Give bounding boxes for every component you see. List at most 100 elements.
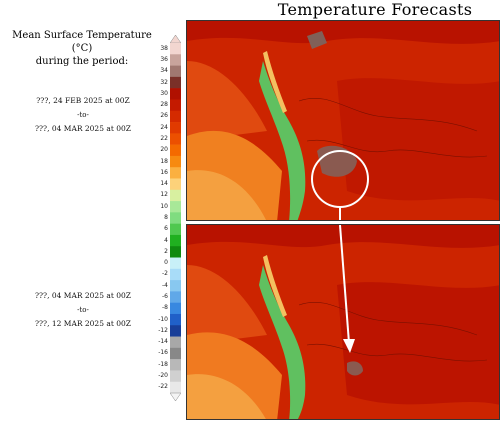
border-line — [298, 97, 478, 132]
color-scale-bar — [170, 35, 181, 401]
andes-green-strip — [259, 61, 306, 220]
scale-cell — [170, 257, 181, 270]
scale-cell — [170, 201, 181, 213]
scale-cell — [170, 99, 181, 112]
scale-cell — [170, 178, 181, 191]
scale-cell — [170, 325, 181, 337]
scale-tick-label: 4 — [164, 236, 168, 244]
ocean-cool-region — [187, 170, 266, 220]
legend-heading-line1: Mean Surface Temperature (°C) — [12, 30, 152, 54]
scale-cell — [170, 144, 181, 157]
scale-cell — [170, 280, 181, 292]
scale-tick-label: 38 — [160, 44, 168, 52]
scale-tick-label: 24 — [160, 123, 168, 131]
period-1-from: ???, 24 FEB 2025 at 00Z — [36, 96, 130, 105]
scale-cell — [170, 155, 181, 168]
scale-tick-label: -4 — [162, 281, 168, 289]
scale-tick-label: 26 — [160, 112, 168, 120]
scale-tick-label: 32 — [160, 78, 168, 86]
scale-tick-label: -14 — [158, 338, 168, 346]
scale-tick-label: 14 — [160, 180, 168, 188]
ocean-cool-region — [187, 374, 266, 419]
scale-tick-label: -16 — [158, 349, 168, 357]
northern-gray-spot — [307, 31, 327, 49]
legend-heading-line2: during the period: — [35, 56, 129, 67]
scale-tick-label: 12 — [160, 191, 168, 199]
forecast-map-1-svg — [187, 21, 499, 220]
period-2-from: ???, 04 MAR 2025 at 00Z — [35, 291, 131, 300]
border-line — [306, 343, 488, 362]
forecast-map-2-svg — [187, 225, 499, 419]
scale-tick-label: 20 — [160, 146, 168, 154]
scale-cell — [170, 43, 181, 55]
scale-tick-label: -18 — [158, 360, 168, 368]
scale-cell — [170, 223, 181, 236]
ocean-warm-region — [187, 265, 267, 345]
scale-cell — [170, 347, 181, 360]
scale-tick-label: 16 — [160, 168, 168, 176]
border-line — [306, 139, 488, 158]
andes-green-strip — [259, 265, 306, 419]
scale-cell — [170, 54, 181, 66]
scale-tick-label: -10 — [158, 315, 168, 323]
scale-cell — [170, 359, 181, 371]
page-title: Temperature Forecasts — [277, 0, 473, 19]
scale-tick-label: 22 — [160, 134, 168, 142]
color-scale-ticks: 38 36 34 32 30 28 26 24 22 20 18 16 14 12 10 8 6 4 2 0 -2 -4-… — [150, 35, 168, 401]
scale-tick-label: -2 — [162, 270, 168, 278]
annotation-arrow-line — [339, 225, 350, 344]
scale-tick-label: 6 — [164, 225, 168, 233]
scale-tick-label: -6 — [162, 293, 168, 301]
scale-tick-label: 34 — [160, 67, 168, 75]
scale-cell — [170, 234, 181, 247]
scale-cell — [170, 313, 181, 326]
scale-cell — [170, 122, 181, 134]
andes-warm-edge — [263, 255, 287, 317]
scale-cell — [170, 212, 181, 224]
andes-warm-edge — [263, 51, 287, 113]
scale-tick-label: -8 — [162, 304, 168, 312]
period-1-label: ???, 24 FEB 2025 at 00Z -to- ???, 04 MAR… — [4, 96, 162, 134]
scale-cell — [170, 370, 181, 383]
period-2-until: ???, 12 MAR 2025 at 00Z — [35, 319, 131, 328]
period-2-to-label: -to- — [77, 306, 89, 314]
forecast-map-1 — [186, 20, 500, 221]
scale-tick-label: 0 — [164, 259, 168, 267]
scale-tick-label: 10 — [160, 202, 168, 210]
north-hot-region — [187, 225, 499, 248]
scale-tick-label: -22 — [158, 383, 168, 391]
interior-hot-region — [337, 78, 499, 201]
scale-tick-label: 2 — [164, 247, 168, 255]
legend-heading: Mean Surface Temperature (°C) during the… — [2, 29, 162, 68]
forecast-map-2 — [186, 224, 500, 420]
ocean-warm-region — [187, 61, 267, 141]
scale-tick-label: -20 — [158, 372, 168, 380]
border-line — [298, 301, 478, 336]
scale-tick-label: -12 — [158, 326, 168, 334]
period-2-label: ???, 04 MAR 2025 at 00Z -to- ???, 12 MAR… — [4, 291, 162, 329]
scale-cell — [170, 189, 181, 202]
scale-tick-label: 8 — [164, 214, 168, 221]
scale-cell — [170, 246, 181, 258]
scale-cell — [170, 291, 181, 303]
period-1-to-label: -to- — [77, 111, 89, 119]
annotation-arrow-head — [343, 339, 355, 353]
scale-cell — [170, 167, 181, 179]
scale-tick-label: 18 — [160, 157, 168, 165]
scale-cell — [170, 381, 181, 394]
scale-cell — [170, 336, 181, 349]
scale-cells — [170, 43, 181, 394]
scale-tick-label: 30 — [160, 89, 168, 97]
scale-cell — [170, 110, 181, 123]
north-hot-region — [187, 21, 499, 44]
period-1-until: ???, 04 MAR 2025 at 00Z — [35, 124, 131, 133]
scale-cell — [170, 76, 181, 89]
scale-cell — [170, 302, 181, 315]
scale-top-arrow — [170, 35, 181, 44]
scale-tick-label: 28 — [160, 101, 168, 109]
scale-bottom-arrow — [170, 392, 181, 401]
scale-cell — [170, 268, 181, 281]
scale-cell — [170, 65, 181, 78]
scale-cell — [170, 88, 181, 100]
hotspot-region — [347, 361, 363, 376]
